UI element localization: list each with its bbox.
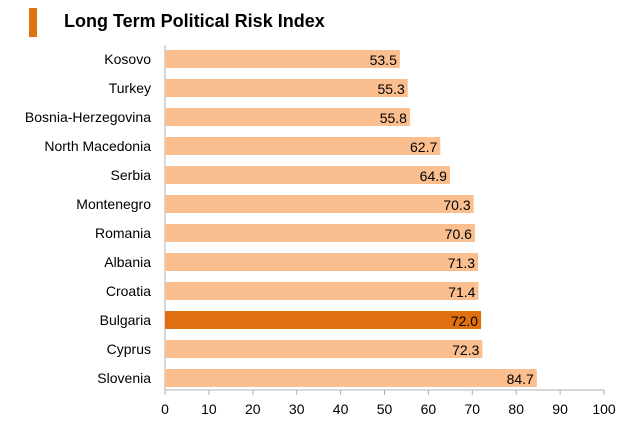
category-label: North Macedonia [44, 138, 151, 154]
bar-cyprus [165, 340, 483, 358]
bar-turkey [165, 79, 408, 97]
data-label: 62.7 [410, 139, 437, 155]
data-label: 72.0 [451, 313, 478, 329]
x-tick-label: 40 [333, 401, 349, 417]
x-tick-label: 90 [552, 401, 568, 417]
category-label: Bulgaria [100, 312, 152, 328]
x-tick-label: 100 [592, 401, 616, 417]
data-label: 64.9 [420, 168, 447, 184]
title-accent-bar [29, 8, 37, 37]
data-label: 71.3 [448, 255, 475, 271]
bar-montenegro [165, 195, 474, 213]
data-label: 55.3 [378, 81, 405, 97]
category-label: Slovenia [97, 370, 151, 386]
category-label: Serbia [111, 167, 152, 183]
x-tick-label: 50 [377, 401, 393, 417]
bar-bosnia-herzegovina [165, 108, 410, 126]
bar-bulgaria [165, 311, 482, 329]
x-tick-label: 80 [508, 401, 524, 417]
data-label: 70.6 [445, 226, 472, 242]
bar-north-macedonia [165, 137, 441, 155]
data-label: 53.5 [370, 52, 397, 68]
chart-title: Long Term Political Risk Index [64, 11, 325, 31]
category-label: Croatia [106, 283, 151, 299]
x-tick-label: 60 [421, 401, 437, 417]
data-label: 84.7 [507, 371, 534, 387]
category-label: Turkey [109, 80, 151, 96]
x-tick-label: 70 [465, 401, 481, 417]
category-label: Cyprus [107, 341, 151, 357]
category-label: Kosovo [104, 51, 151, 67]
bar-romania [165, 224, 475, 242]
data-label: 55.8 [380, 110, 407, 126]
bar-slovenia [165, 369, 537, 387]
category-label: Albania [104, 254, 151, 270]
category-label: Montenegro [76, 196, 151, 212]
bar-albania [165, 253, 479, 271]
category-label: Romania [95, 225, 151, 241]
x-tick-label: 30 [289, 401, 305, 417]
category-label: Bosnia-Herzegovina [25, 109, 151, 125]
x-tick-label: 0 [161, 401, 169, 417]
bar-croatia [165, 282, 479, 300]
bar-serbia [165, 166, 450, 184]
data-label: 71.4 [448, 284, 475, 300]
x-tick-label: 10 [201, 401, 217, 417]
x-tick-label: 20 [245, 401, 261, 417]
data-label: 70.3 [443, 197, 470, 213]
bar-kosovo [165, 50, 400, 68]
data-label: 72.3 [452, 342, 479, 358]
